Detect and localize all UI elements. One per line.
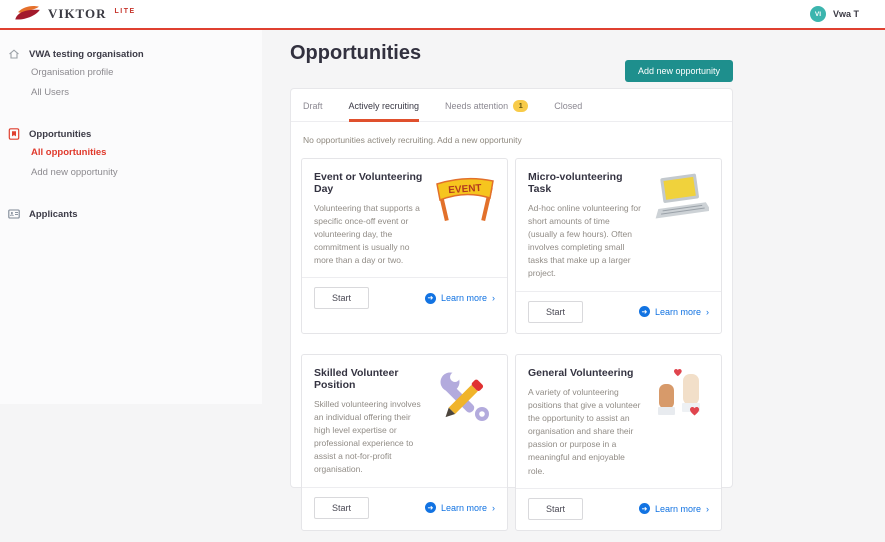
user-name: Vwa T bbox=[832, 9, 859, 19]
sidebar-item-all-opportunities[interactable]: All opportunities bbox=[31, 146, 107, 158]
learn-more-link[interactable]: ➜ Learn more › bbox=[638, 306, 709, 318]
opportunities-icon bbox=[8, 128, 20, 140]
sidebar-item-add-new-opportunity[interactable]: Add new opportunity bbox=[31, 166, 118, 178]
sidebar-section-title: VWA testing organisation bbox=[29, 48, 144, 60]
start-button[interactable]: Start bbox=[528, 497, 584, 520]
sidebar-section-applicants: Applicants bbox=[8, 206, 252, 222]
learn-more-arrow-icon: ➜ bbox=[638, 503, 650, 515]
applicants-icon bbox=[8, 208, 20, 220]
learn-more-link[interactable]: ➜ Learn more › bbox=[638, 503, 709, 515]
card-description: Volunteering that supports a specific on… bbox=[314, 202, 420, 266]
svg-text:EVENT: EVENT bbox=[448, 182, 482, 195]
brand-logo[interactable]: VIKTOR LITE bbox=[14, 4, 136, 24]
page-title: Opportunities bbox=[290, 42, 422, 64]
learn-more-arrow-icon: ➜ bbox=[424, 502, 436, 514]
learn-more-arrow-icon: ➜ bbox=[638, 306, 650, 318]
card-general-volunteering: General Volunteering A variety of volunt… bbox=[515, 353, 722, 531]
home-icon bbox=[8, 48, 20, 60]
needs-attention-count-badge: 1 bbox=[513, 100, 529, 112]
add-new-opportunity-button[interactable]: Add new opportunity bbox=[624, 60, 733, 82]
sidebar-section-title: Opportunities bbox=[29, 128, 92, 140]
wrench-pencil-icon bbox=[433, 367, 497, 477]
chevron-right-icon: › bbox=[706, 503, 709, 514]
sidebar-item-organisation[interactable]: VWA testing organisation bbox=[8, 46, 252, 62]
learn-more-arrow-icon: ➜ bbox=[424, 292, 436, 304]
avatar[interactable]: VI bbox=[809, 6, 826, 22]
hands-hearts-icon bbox=[647, 367, 711, 478]
card-event-or-volunteering-day: Event or Volunteering Day Volunteering t… bbox=[301, 157, 508, 334]
card-title: General Volunteering bbox=[528, 366, 634, 379]
sidebar-item-all-users[interactable]: All Users bbox=[31, 86, 70, 98]
brand-name: VIKTOR bbox=[48, 6, 107, 21]
card-description: Ad-hoc online volunteering for short amo… bbox=[528, 202, 641, 279]
card-skilled-volunteer-position: Skilled Volunteer Position Skilled volun… bbox=[301, 353, 508, 531]
tab-bar: Draft Actively recruiting Needs attentio… bbox=[291, 89, 732, 122]
tab-closed[interactable]: Closed bbox=[554, 100, 583, 111]
brand-suffix: LITE bbox=[114, 8, 136, 15]
tab-draft[interactable]: Draft bbox=[303, 100, 323, 111]
chevron-right-icon: › bbox=[706, 306, 709, 317]
event-banner-icon: EVENT bbox=[433, 171, 497, 268]
start-button[interactable]: Start bbox=[314, 287, 370, 310]
card-description: A variety of volunteering positions that… bbox=[528, 386, 641, 476]
opportunities-panel: Draft Actively recruiting Needs attentio… bbox=[290, 88, 733, 531]
sidebar-section-title: Applicants bbox=[29, 208, 78, 220]
tab-needs-attention[interactable]: Needs attention 1 bbox=[445, 89, 529, 121]
card-title: Micro-volunteering Task bbox=[528, 170, 623, 195]
sidebar-section-organisation: VWA testing organisation Organisation pr… bbox=[8, 46, 252, 102]
flame-logo-icon bbox=[15, 5, 40, 20]
start-button[interactable]: Start bbox=[528, 300, 584, 323]
laptop-icon bbox=[647, 171, 711, 281]
start-button[interactable]: Start bbox=[314, 496, 370, 519]
card-title: Event or Volunteering Day bbox=[314, 170, 423, 195]
empty-state-message: No opportunities actively recruiting. Ad… bbox=[303, 134, 522, 145]
card-title: Skilled Volunteer Position bbox=[314, 366, 399, 391]
page-header: Opportunities Add new opportunity bbox=[290, 42, 733, 82]
sidebar-item-organisation-profile[interactable]: Organisation profile bbox=[31, 66, 114, 78]
sidebar: VWA testing organisation Organisation pr… bbox=[0, 30, 262, 404]
chevron-right-icon: › bbox=[492, 293, 495, 304]
sidebar-item-applicants[interactable]: Applicants bbox=[8, 206, 252, 222]
opportunity-type-cards: Event or Volunteering Day Volunteering t… bbox=[291, 147, 732, 542]
sidebar-item-opportunities[interactable]: Opportunities bbox=[8, 126, 252, 142]
main-content: Opportunities Add new opportunity Draft … bbox=[262, 30, 885, 531]
learn-more-link[interactable]: ➜ Learn more › bbox=[424, 502, 495, 514]
user-menu[interactable]: VI Vwa T bbox=[809, 6, 859, 22]
tab-actively-recruiting[interactable]: Actively recruiting bbox=[348, 89, 420, 122]
card-micro-volunteering-task: Micro-volunteering Task Ad-hoc online vo… bbox=[515, 157, 722, 334]
sidebar-section-opportunities: Opportunities All opportunities Add new … bbox=[8, 126, 252, 182]
chevron-right-icon: › bbox=[492, 502, 495, 513]
top-bar: VIKTOR LITE VI Vwa T bbox=[0, 0, 885, 30]
learn-more-link[interactable]: ➜ Learn more › bbox=[424, 292, 495, 304]
card-description: Skilled volunteering involves an individ… bbox=[314, 398, 421, 475]
app-body: VWA testing organisation Organisation pr… bbox=[0, 30, 885, 531]
